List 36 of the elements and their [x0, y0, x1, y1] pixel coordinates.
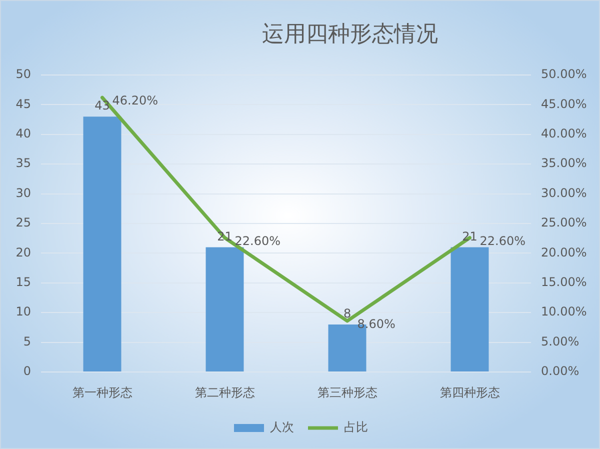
- x-tick-label: 第四种形态: [440, 385, 500, 400]
- y-tick-label: 0: [23, 364, 31, 378]
- y-tick-label: 35: [16, 156, 31, 170]
- x-tick-label: 第三种形态: [317, 385, 378, 400]
- data-label: 46.20%: [112, 94, 158, 108]
- data-label: 22.60%: [234, 234, 281, 248]
- y2-tick-label: 30.00%: [541, 186, 587, 200]
- y-tick-label: 50: [16, 67, 31, 82]
- y2-tick-label: 45.00%: [541, 96, 587, 111]
- y2-tick-label: 35.00%: [541, 156, 587, 170]
- data-label: 21: [462, 229, 478, 244]
- legend-label: 人次: [270, 420, 294, 434]
- data-label: 8.60%: [357, 317, 396, 332]
- y2-tick-label: 20.00%: [541, 245, 587, 260]
- x-tick-label: 第一种形态: [72, 385, 132, 400]
- chart-title: 运用四种形态情况: [261, 21, 439, 49]
- data-label: 43: [94, 98, 110, 113]
- y2-tick-label: 25.00%: [541, 216, 587, 230]
- y2-tick-label: 15.00%: [541, 275, 587, 290]
- y-tick-label: 10: [16, 304, 31, 319]
- y2-tick-label: 40.00%: [541, 126, 587, 141]
- y-tick-label: 15: [16, 275, 31, 290]
- data-label: 8: [343, 306, 352, 321]
- y-tick-label: 25: [16, 216, 31, 230]
- y2-tick-label: 10.00%: [541, 304, 587, 319]
- y2-tick-label: 50.00%: [541, 67, 587, 82]
- y2-tick-label: 5.00%: [541, 334, 580, 348]
- y-tick-label: 5: [23, 334, 31, 348]
- data-label: 22.60%: [480, 234, 526, 248]
- x-tick-label: 第二种形态: [194, 385, 255, 400]
- legend-label: 占比: [344, 420, 368, 434]
- y-tick-label: 40: [16, 126, 31, 141]
- y-tick-label: 30: [16, 186, 31, 200]
- y-tick-label: 20: [16, 245, 31, 260]
- y-tick-label: 45: [16, 96, 31, 111]
- y2-tick-label: 0.00%: [541, 364, 580, 378]
